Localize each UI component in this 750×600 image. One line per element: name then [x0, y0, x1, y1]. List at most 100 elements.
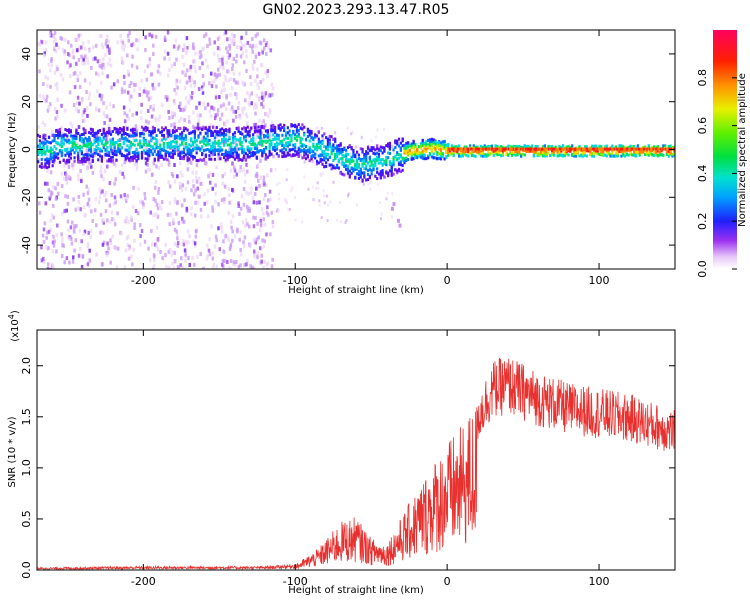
- heatmap-cell: [421, 149, 424, 153]
- heatmap-cell: [199, 147, 202, 151]
- heatmap-cell: [112, 82, 116, 87]
- heatmap-cell: [261, 125, 264, 129]
- heatmap-cell: [51, 249, 54, 254]
- heatmap-cell: [487, 153, 490, 157]
- heatmap-cell: [124, 132, 127, 136]
- heatmap-cell: [85, 148, 89, 153]
- heatmap-cell: [166, 30, 170, 35]
- heatmap-cell: [83, 213, 87, 218]
- heatmap-cell: [410, 157, 413, 161]
- heatmap-cell: [89, 143, 93, 147]
- y-tick-label: -20: [20, 188, 33, 206]
- heatmap-cell: [111, 234, 115, 239]
- heatmap-cell: [71, 259, 75, 264]
- heatmap-cell: [46, 262, 50, 267]
- heatmap-cell: [238, 168, 241, 173]
- y-tick-label: 2.0: [20, 357, 33, 375]
- heatmap-cell: [667, 145, 670, 149]
- heatmap-cell: [108, 131, 111, 135]
- heatmap-cell: [195, 175, 198, 180]
- heatmap-cell: [259, 223, 263, 228]
- heatmap-cell: [496, 153, 499, 157]
- heatmap-cell: [43, 51, 47, 56]
- heatmap-cell: [37, 160, 40, 164]
- heatmap-cell: [144, 47, 147, 52]
- heatmap-cell: [45, 98, 48, 103]
- heatmap-cell: [135, 111, 138, 116]
- heatmap-cell: [290, 148, 293, 152]
- heatmap-cell: [357, 164, 361, 168]
- heatmap-cell: [100, 141, 103, 145]
- heatmap-cell: [59, 36, 62, 41]
- heatmap-cell: [241, 110, 245, 115]
- heatmap-cell: [255, 129, 258, 133]
- heatmap-cell: [260, 206, 264, 211]
- heatmap-cell: [44, 244, 48, 249]
- heatmap-cell: [160, 102, 164, 107]
- heatmap-cell: [160, 133, 164, 137]
- heatmap-cell: [651, 149, 654, 153]
- heatmap-cell: [195, 163, 199, 168]
- heatmap-cell: [368, 155, 371, 159]
- heatmap-cell: [294, 123, 297, 127]
- heatmap-cell: [51, 148, 54, 152]
- heatmap-cell: [272, 125, 275, 129]
- heatmap-cell: [392, 148, 395, 152]
- heatmap-cell: [662, 147, 664, 151]
- heatmap-cell: [510, 150, 514, 154]
- heatmap-cell: [339, 171, 342, 175]
- heatmap-cell: [48, 196, 52, 201]
- heatmap-cell: [629, 147, 631, 151]
- heatmap-cell: [568, 147, 571, 151]
- heatmap-cell: [270, 210, 273, 215]
- heatmap-cell: [226, 156, 229, 160]
- heatmap-cell: [295, 150, 299, 154]
- heatmap-cell: [308, 139, 311, 143]
- heatmap-cell: [483, 147, 486, 151]
- heatmap-cell: [235, 126, 238, 130]
- heatmap-cell: [55, 82, 59, 87]
- heatmap-cell: [61, 240, 64, 245]
- heatmap-cell: [232, 165, 236, 170]
- heatmap-cell: [281, 148, 284, 152]
- heatmap-cell: [260, 102, 263, 107]
- heatmap-cell: [261, 77, 265, 82]
- heatmap-cell: [73, 85, 77, 90]
- heatmap-cell: [370, 169, 373, 173]
- heatmap-cell: [217, 144, 220, 148]
- heatmap-cell: [410, 142, 413, 146]
- heatmap-cell: [367, 182, 370, 186]
- heatmap-cell: [243, 82, 246, 87]
- heatmap-cell: [43, 99, 47, 104]
- heatmap-cell: [565, 147, 567, 151]
- heatmap-cell: [111, 137, 114, 141]
- heatmap-cell: [80, 45, 83, 50]
- heatmap-cell: [110, 193, 113, 198]
- heatmap-cell: [257, 125, 260, 129]
- heatmap-cell: [255, 126, 258, 131]
- heatmap-cell: [323, 157, 326, 161]
- heatmap-cell: [153, 136, 156, 140]
- heatmap-cell: [394, 155, 397, 159]
- heatmap-cell: [262, 119, 265, 124]
- heatmap-cell: [452, 149, 455, 153]
- heatmap-cell: [86, 156, 89, 160]
- heatmap-cell: [321, 153, 324, 157]
- heatmap-cell: [108, 102, 112, 107]
- heatmap-cell: [144, 161, 148, 166]
- heatmap-cell: [232, 118, 235, 123]
- heatmap-cell: [60, 138, 63, 142]
- heatmap-cell: [196, 186, 199, 191]
- heatmap-cell: [71, 220, 74, 225]
- heatmap-cell: [259, 134, 262, 138]
- heatmap-cell: [253, 151, 257, 155]
- heatmap-cell: [262, 265, 265, 269]
- heatmap-cell: [284, 148, 288, 152]
- heatmap-cell: [106, 74, 109, 79]
- heatmap-cell: [135, 138, 138, 142]
- heatmap-cell: [102, 129, 105, 133]
- heatmap-cell: [73, 134, 76, 138]
- heatmap-cell: [271, 224, 275, 229]
- heatmap-cell: [558, 147, 561, 151]
- heatmap-cell: [447, 147, 449, 151]
